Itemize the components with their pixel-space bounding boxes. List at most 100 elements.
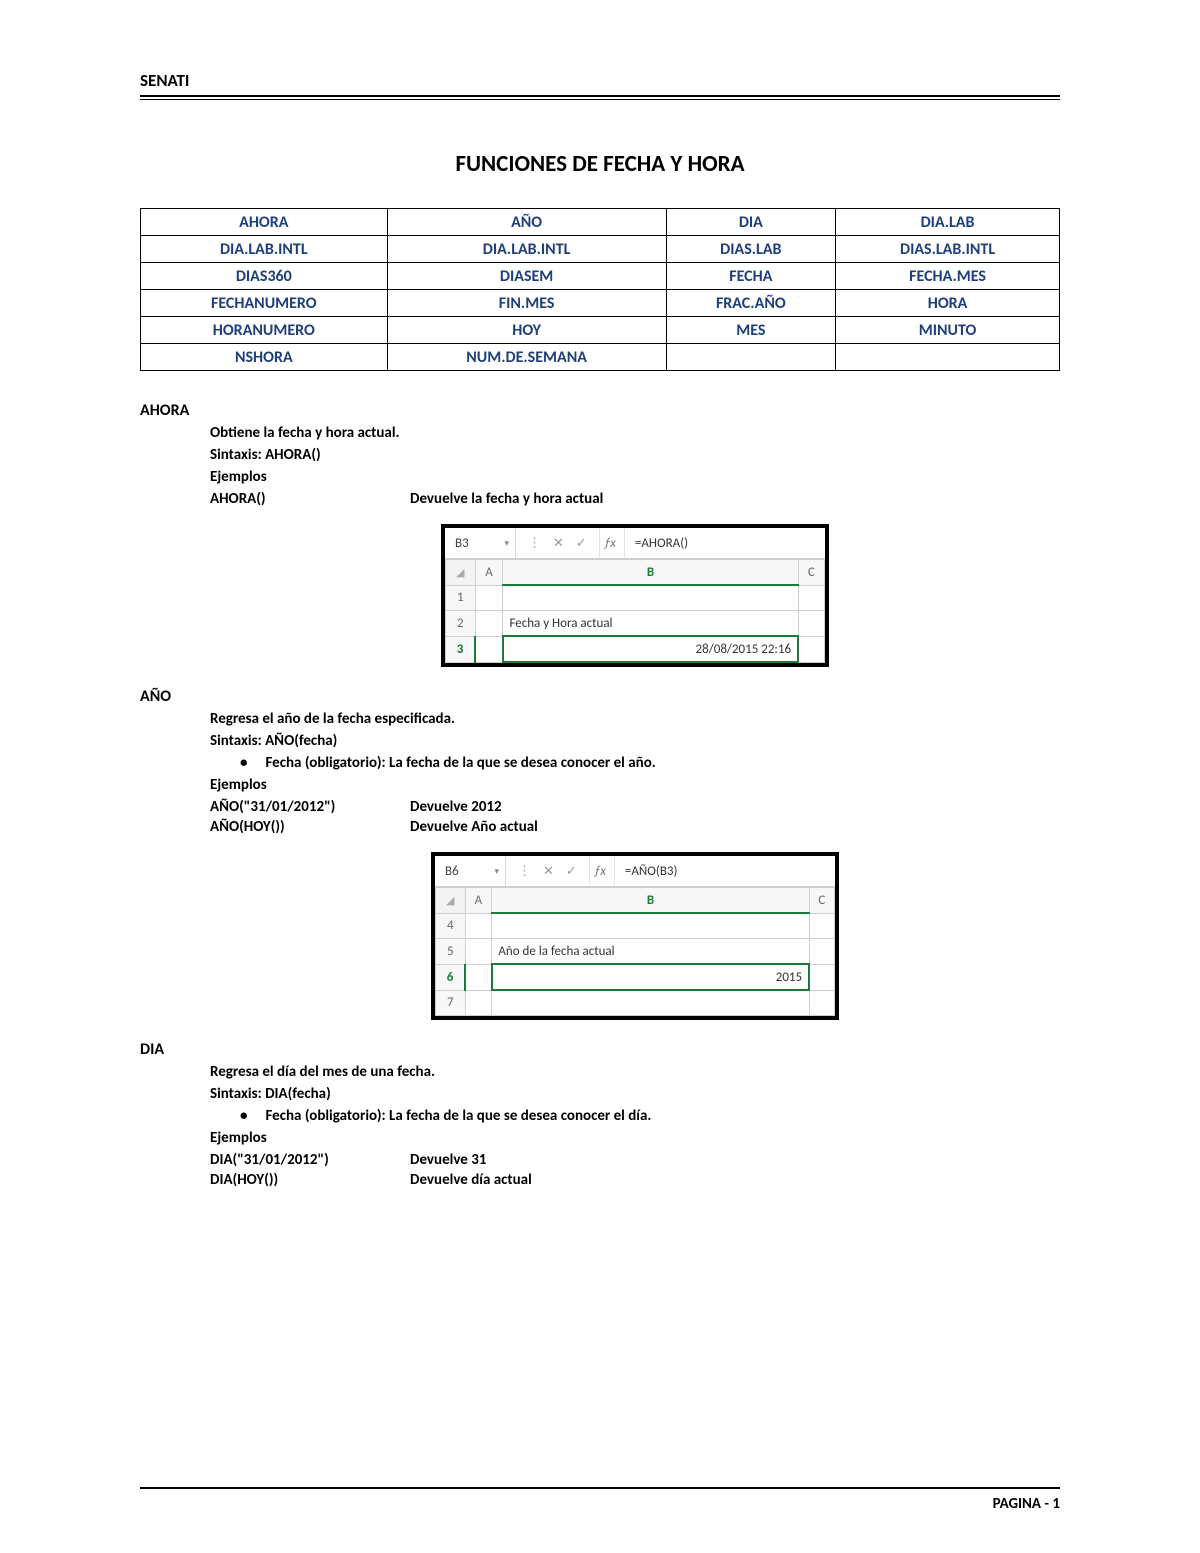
sheet-grid: ◢ A B C 1 2 Fecha y Hora actual (445, 559, 825, 663)
anio-bullet: Fecha (obligatorio): La fecha de la que … (240, 754, 1060, 772)
cell[interactable] (465, 964, 492, 990)
cell[interactable] (798, 585, 824, 611)
fx-icon[interactable]: ƒx (600, 528, 625, 558)
col-header[interactable]: C (809, 888, 834, 914)
example-return: Devuelve Año actual (410, 818, 1060, 836)
col-header-selected[interactable]: B (503, 560, 798, 586)
func-cell[interactable]: DIA (666, 209, 835, 236)
cell-value[interactable]: Año de la fecha actual (492, 939, 809, 965)
func-cell[interactable]: FIN.MES (387, 290, 666, 317)
func-cell (836, 344, 1060, 371)
func-cell[interactable]: MES (666, 317, 835, 344)
func-cell[interactable]: NUM.DE.SEMANA (387, 344, 666, 371)
cell[interactable] (809, 939, 834, 965)
func-cell[interactable]: DIA.LAB.INTL (141, 236, 388, 263)
ahora-syntax: Sintaxis: AHORA() (210, 446, 1060, 464)
document-title: FUNCIONES DE FECHA Y HORA (140, 150, 1060, 178)
func-cell[interactable]: AÑO (387, 209, 666, 236)
func-cell[interactable]: FECHA.MES (836, 263, 1060, 290)
cancel-icon[interactable]: ✕ (553, 536, 564, 551)
example-return: Devuelve 2012 (410, 798, 1060, 816)
dia-examples-label: Ejemplos (210, 1129, 1060, 1147)
cell[interactable] (492, 990, 809, 1016)
formula-bar: B3 ⋮ ✕ ✓ ƒx =AHORA() (445, 528, 825, 559)
fx-icon[interactable]: ƒx (590, 856, 615, 886)
formula-text[interactable]: =AÑO(B3) (615, 864, 678, 879)
cell[interactable] (798, 611, 824, 637)
footer-rule (140, 1487, 1060, 1489)
row-header-selected[interactable]: 6 (436, 964, 466, 990)
formula-text[interactable]: =AHORA() (625, 536, 688, 551)
divider-icon: ⋮ (528, 536, 541, 551)
dia-desc: Regresa el día del mes de una fecha. (210, 1063, 1060, 1081)
cell[interactable] (475, 585, 503, 611)
col-header[interactable]: A (465, 888, 492, 914)
func-cell[interactable]: HORANUMERO (141, 317, 388, 344)
cell[interactable] (809, 964, 834, 990)
active-cell[interactable]: 28/08/2015 22:16 (503, 636, 798, 662)
confirm-icon[interactable]: ✓ (566, 864, 577, 879)
func-cell[interactable]: DIASEM (387, 263, 666, 290)
cell[interactable] (465, 939, 492, 965)
example-return: Devuelve la fecha y hora actual (410, 490, 1060, 508)
row-header[interactable]: 4 (436, 913, 466, 939)
anio-desc: Regresa el año de la fecha especificada. (210, 710, 1060, 728)
section-heading-ahora: AHORA (140, 401, 1060, 420)
cell[interactable] (475, 611, 503, 637)
cell[interactable] (465, 913, 492, 939)
func-cell[interactable]: DIAS.LAB (666, 236, 835, 263)
func-cell[interactable]: DIAS360 (141, 263, 388, 290)
func-cell[interactable]: FRAC.AÑO (666, 290, 835, 317)
func-cell[interactable]: DIA.LAB.INTL (387, 236, 666, 263)
ahora-examples-label: Ejemplos (210, 468, 1060, 486)
excel-screenshot-anio: B6 ⋮ ✕ ✓ ƒx =AÑO(B3) ◢ A B C 4 (431, 852, 839, 1020)
anio-syntax: Sintaxis: AÑO(fecha) (210, 732, 1060, 750)
func-cell[interactable]: MINUTO (836, 317, 1060, 344)
ahora-example-row: AHORA() Devuelve la fecha y hora actual (210, 490, 1060, 508)
cell[interactable] (809, 913, 834, 939)
corner-cell[interactable]: ◢ (446, 560, 476, 586)
col-header-selected[interactable]: B (492, 888, 809, 914)
func-cell[interactable]: DIA.LAB (836, 209, 1060, 236)
header-rule (140, 95, 1060, 100)
row-header[interactable]: 7 (436, 990, 466, 1016)
row-header[interactable]: 5 (436, 939, 466, 965)
row-header-selected[interactable]: 3 (446, 636, 476, 662)
dia-example-row: DIA("31/01/2012") Devuelve 31 (210, 1151, 1060, 1169)
func-cell[interactable]: AHORA (141, 209, 388, 236)
functions-table: AHORA AÑO DIA DIA.LAB DIA.LAB.INTL DIA.L… (140, 208, 1060, 371)
cell[interactable] (475, 636, 503, 662)
row-header[interactable]: 1 (446, 585, 476, 611)
formula-bar-icons: ⋮ ✕ ✓ (516, 528, 600, 558)
row-header[interactable]: 2 (446, 611, 476, 637)
cell[interactable] (809, 990, 834, 1016)
example-call: AÑO(HOY()) (210, 818, 410, 836)
cell-value[interactable]: Fecha y Hora actual (503, 611, 798, 637)
func-cell (666, 344, 835, 371)
cancel-icon[interactable]: ✕ (543, 864, 554, 879)
func-cell[interactable]: FECHANUMERO (141, 290, 388, 317)
example-call: AHORA() (210, 490, 410, 508)
cell-reference[interactable]: B3 (445, 528, 516, 558)
cell[interactable] (798, 636, 824, 662)
func-cell[interactable]: FECHA (666, 263, 835, 290)
section-heading-anio: AÑO (140, 687, 1060, 706)
col-header[interactable]: A (475, 560, 503, 586)
func-cell[interactable]: HOY (387, 317, 666, 344)
func-cell[interactable]: DIAS.LAB.INTL (836, 236, 1060, 263)
confirm-icon[interactable]: ✓ (576, 536, 587, 551)
cell[interactable] (492, 913, 809, 939)
formula-bar-icons: ⋮ ✕ ✓ (506, 856, 590, 886)
cell-reference[interactable]: B6 (435, 856, 506, 886)
example-return: Devuelve día actual (410, 1171, 1060, 1189)
func-cell[interactable]: NSHORA (141, 344, 388, 371)
corner-cell[interactable]: ◢ (436, 888, 466, 914)
cell[interactable] (503, 585, 798, 611)
page-footer: PAGINA - 1 (140, 1487, 1060, 1513)
dia-bullet: Fecha (obligatorio): La fecha de la que … (240, 1107, 1060, 1125)
func-cell[interactable]: HORA (836, 290, 1060, 317)
col-header[interactable]: C (798, 560, 824, 586)
active-cell[interactable]: 2015 (492, 964, 809, 990)
excel-screenshot-ahora: B3 ⋮ ✕ ✓ ƒx =AHORA() ◢ A B C 1 (441, 524, 829, 667)
cell[interactable] (465, 990, 492, 1016)
